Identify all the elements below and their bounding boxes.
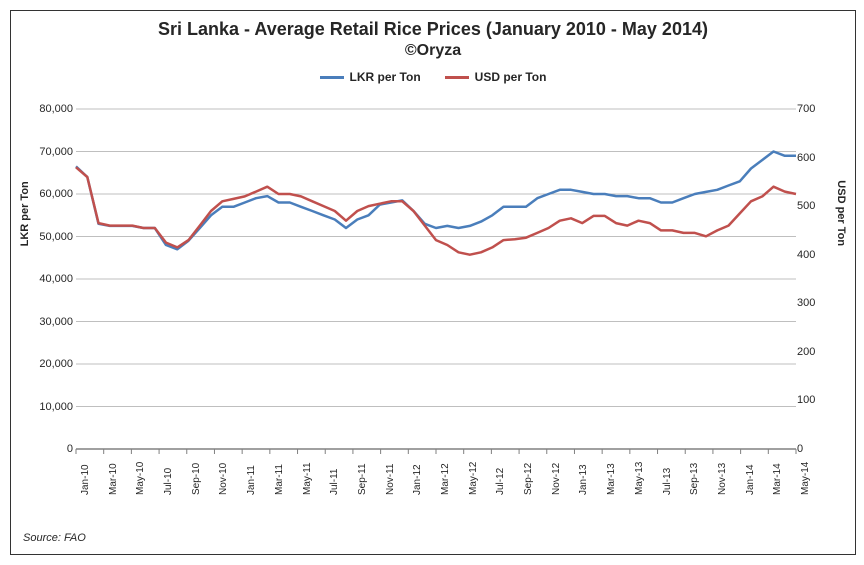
series-line — [76, 167, 796, 254]
x-tick: Jul-11 — [329, 469, 340, 496]
x-tick: Sep-13 — [689, 463, 700, 495]
x-tick: Jul-10 — [163, 468, 174, 495]
y-right-tick: 100 — [797, 394, 815, 406]
legend-item: USD per Ton — [445, 70, 547, 84]
x-tick: Jul-13 — [662, 468, 673, 495]
legend-item: LKR per Ton — [320, 70, 421, 84]
x-tick: Nov-11 — [385, 464, 396, 496]
y-left-tick: 70,000 — [39, 146, 73, 158]
y-left-tick: 30,000 — [39, 316, 73, 328]
x-tick: Nov-10 — [218, 463, 229, 495]
x-tick: Mar-12 — [440, 463, 451, 495]
y-left-tick: 60,000 — [39, 188, 73, 200]
x-tick: May-14 — [800, 462, 811, 495]
x-tick: Jan-14 — [745, 464, 756, 495]
legend-label: LKR per Ton — [350, 70, 421, 84]
x-tick: Nov-13 — [717, 463, 728, 495]
x-tick: Jan-13 — [578, 464, 589, 495]
y-left-tick: 50,000 — [39, 231, 73, 243]
x-tick: May-11 — [302, 462, 313, 495]
y-right-tick: 0 — [797, 443, 803, 455]
x-tick: Jan-11 — [246, 465, 257, 495]
y-left-tick: 0 — [67, 443, 73, 455]
x-axis: Jan-10 Mar-10 May-10 Jul-10 Sep-10 Nov-10 Jan-… — [76, 449, 796, 529]
y-left-tick: 20,000 — [39, 358, 73, 370]
chart-container: Sri Lanka - Average Retail Rice Prices (… — [10, 10, 856, 555]
y-left-tick: 80,000 — [39, 103, 73, 115]
x-tick: Mar-10 — [108, 463, 119, 495]
x-tick: May-13 — [634, 462, 645, 495]
plot-area — [76, 109, 796, 449]
x-tick: Mar-11 — [274, 464, 285, 495]
y-right-tick: 700 — [797, 103, 815, 115]
legend-swatch — [320, 76, 344, 79]
x-tick: Mar-13 — [606, 463, 617, 495]
x-tick: May-12 — [468, 462, 479, 495]
y-right-tick: 400 — [797, 249, 815, 261]
y-right-tick: 200 — [797, 346, 815, 358]
chart-subtitle: ©Oryza — [11, 40, 855, 60]
y-axis-right: 0100200300400500600700 — [797, 109, 837, 449]
x-tick: Sep-12 — [523, 463, 534, 495]
x-tick: Jul-12 — [495, 468, 506, 495]
x-tick: May-10 — [135, 462, 146, 495]
x-tick: Sep-10 — [191, 463, 202, 495]
x-tick: Mar-14 — [772, 463, 783, 495]
source-label: Source: FAO — [23, 532, 86, 544]
x-tick: Sep-11 — [357, 463, 368, 495]
chart-title: Sri Lanka - Average Retail Rice Prices (… — [11, 11, 855, 40]
y-left-tick: 10,000 — [39, 401, 73, 413]
legend-label: USD per Ton — [475, 70, 547, 84]
series-line — [76, 152, 796, 250]
legend: LKR per Ton USD per Ton — [11, 60, 855, 88]
x-tick: Jan-10 — [80, 464, 91, 495]
x-tick: Jan-12 — [412, 464, 423, 495]
y-right-tick: 600 — [797, 152, 815, 164]
y-left-tick: 40,000 — [39, 273, 73, 285]
y-right-tick: 500 — [797, 200, 815, 212]
x-tick: Nov-12 — [551, 463, 562, 495]
y-axis-left: 010,00020,00030,00040,00050,00060,00070,… — [29, 109, 73, 449]
plot-svg — [76, 109, 796, 449]
y-right-tick: 300 — [797, 297, 815, 309]
legend-swatch — [445, 76, 469, 79]
